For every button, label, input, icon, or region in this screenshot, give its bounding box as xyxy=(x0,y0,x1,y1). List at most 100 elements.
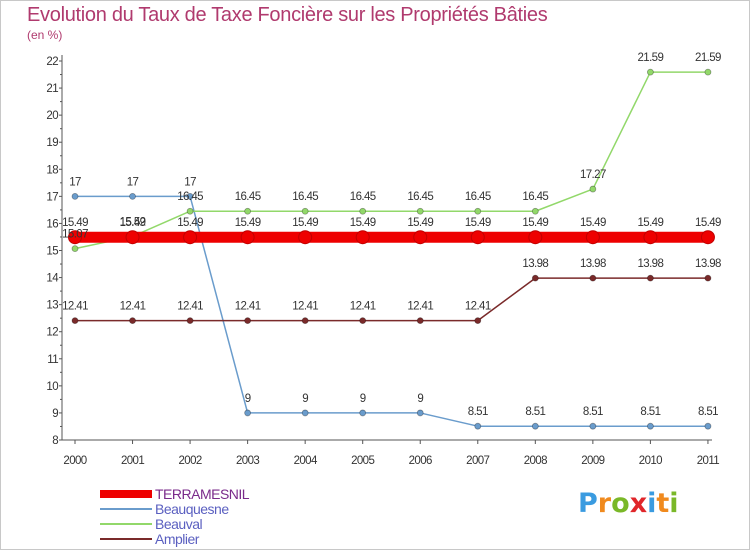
legend-item-terramesnil: TERRAMESNIL xyxy=(100,486,250,502)
data-point xyxy=(129,192,136,200)
data-label: 15.49 xyxy=(580,217,606,229)
data-point xyxy=(647,68,654,76)
data-point xyxy=(244,317,252,325)
y-tick-label: 19 xyxy=(46,137,58,149)
data-point xyxy=(585,230,600,245)
data-point xyxy=(470,230,485,245)
x-tick-label: 2001 xyxy=(121,455,144,467)
data-label: 8.51 xyxy=(525,406,545,418)
data-label: 15.49 xyxy=(638,217,664,229)
data-label: 8.51 xyxy=(640,406,660,418)
x-tick-label: 2003 xyxy=(236,455,259,467)
data-point xyxy=(531,207,539,215)
y-tick-label: 11 xyxy=(47,354,58,366)
y-tick-label: 10 xyxy=(46,381,58,393)
data-point xyxy=(528,230,543,245)
y-tick-label: 20 xyxy=(46,110,58,122)
data-label: 12.41 xyxy=(62,301,88,313)
data-point xyxy=(71,245,79,253)
data-point xyxy=(71,317,79,325)
data-point xyxy=(413,230,428,245)
data-label: 16.45 xyxy=(522,191,548,203)
data-label: 17 xyxy=(69,176,81,188)
data-label: 16.45 xyxy=(350,191,376,203)
data-label: 13.98 xyxy=(580,258,606,270)
y-tick-label: 13 xyxy=(46,300,58,312)
data-point xyxy=(474,422,482,430)
data-label: 17.27 xyxy=(580,169,606,181)
legend-label: Beauquesne xyxy=(155,500,229,517)
data-point xyxy=(186,192,194,200)
legend-item-beauquesne: Beauquesne xyxy=(100,500,249,517)
logo-letter: o xyxy=(611,488,630,519)
data-point xyxy=(359,409,367,417)
x-tick-label: 2006 xyxy=(409,455,432,467)
data-point xyxy=(531,422,539,430)
data-point xyxy=(704,422,712,430)
data-label: 12.41 xyxy=(292,301,318,313)
x-tick-label: 2010 xyxy=(639,455,662,467)
x-tick-label: 2005 xyxy=(351,455,374,467)
data-point xyxy=(359,317,367,325)
data-point xyxy=(359,207,367,215)
data-point xyxy=(186,207,194,215)
data-label: 8.51 xyxy=(468,406,488,418)
data-point xyxy=(183,230,198,245)
data-label: 15.49 xyxy=(695,217,721,229)
y-tick-label: 12 xyxy=(46,327,58,339)
logo-letter: i xyxy=(669,488,679,519)
series-beauquesne xyxy=(71,192,712,430)
data-label: 15.07 xyxy=(62,229,88,241)
data-label: 16.45 xyxy=(465,191,491,203)
data-label: 17 xyxy=(184,176,196,188)
logo-letter: r xyxy=(597,488,612,519)
series-beauval xyxy=(71,68,712,253)
data-label: 12.41 xyxy=(350,301,376,313)
series-terramesnil xyxy=(68,230,715,245)
series-line-beauval xyxy=(74,71,708,250)
data-label: 9 xyxy=(245,393,251,405)
data-label: 13.98 xyxy=(638,258,664,270)
data-label: 15.49 xyxy=(350,217,376,229)
x-tick-label: 2007 xyxy=(466,455,489,467)
data-point xyxy=(589,274,597,282)
data-point xyxy=(244,207,252,215)
data-label: 15.49 xyxy=(177,217,203,229)
data-label: 15.52 xyxy=(120,216,146,228)
data-point xyxy=(298,230,313,245)
y-tick-label: 17 xyxy=(46,191,58,203)
data-label: 13.98 xyxy=(522,258,548,270)
data-label: 16.45 xyxy=(177,191,203,203)
legend-swatch xyxy=(100,522,152,525)
data-point xyxy=(704,68,712,76)
proxiti-logo: Proxiti xyxy=(578,488,679,519)
data-label: 15.49 xyxy=(522,217,548,229)
legend-item-amplier: Amplier xyxy=(100,530,249,547)
data-label: 8.51 xyxy=(698,406,718,418)
y-tick-label: 18 xyxy=(46,164,58,176)
y-tick-label: 22 xyxy=(46,56,58,68)
legend-swatch xyxy=(100,489,152,498)
data-label: 9 xyxy=(360,393,366,405)
data-label: 12.41 xyxy=(465,301,491,313)
data-label: 16.45 xyxy=(235,191,261,203)
data-point xyxy=(700,230,715,245)
data-point xyxy=(71,192,79,200)
data-point xyxy=(704,274,712,282)
data-label: 21.59 xyxy=(695,52,721,64)
logo-letter: x xyxy=(629,488,648,519)
legend-label: Beauval xyxy=(155,515,203,532)
x-tick-label: 2011 xyxy=(697,455,720,467)
y-axis-unit-label: (en %) xyxy=(27,28,63,42)
data-label: 15.49 xyxy=(292,217,318,229)
series-amplier xyxy=(71,274,712,325)
legend-swatch xyxy=(100,507,152,510)
data-label: 15.49 xyxy=(465,217,491,229)
legend-label: Amplier xyxy=(155,530,199,547)
x-tick-label: 2008 xyxy=(524,455,547,467)
data-point xyxy=(68,230,82,245)
data-label: 15.49 xyxy=(62,217,88,229)
data-label: 15.49 xyxy=(407,217,433,229)
series-line-amplier xyxy=(75,277,708,322)
